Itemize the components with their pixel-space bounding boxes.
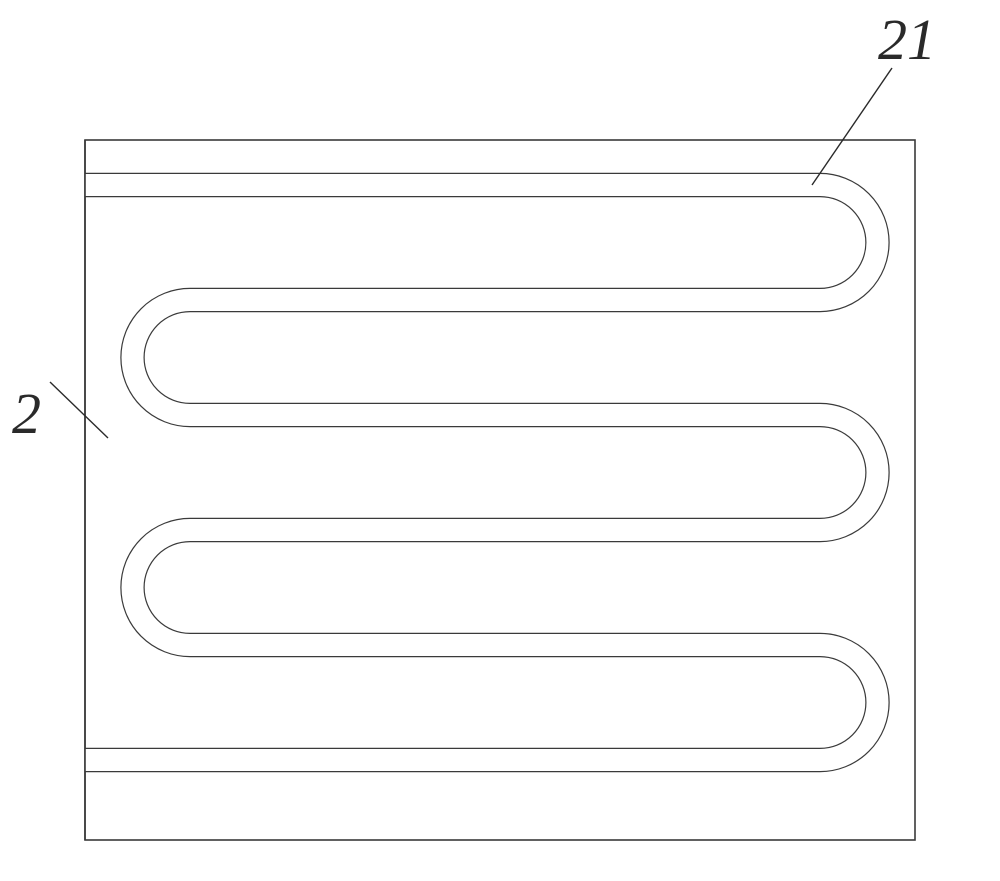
callout-label-2: 2	[12, 380, 41, 447]
callout-label-21: 21	[878, 6, 936, 73]
leader-line-2	[50, 382, 108, 438]
leader-line-21	[812, 68, 892, 185]
serpentine-tube-inner	[85, 185, 877, 760]
serpentine-tube-outer	[85, 185, 877, 760]
panel-outline	[85, 140, 915, 840]
